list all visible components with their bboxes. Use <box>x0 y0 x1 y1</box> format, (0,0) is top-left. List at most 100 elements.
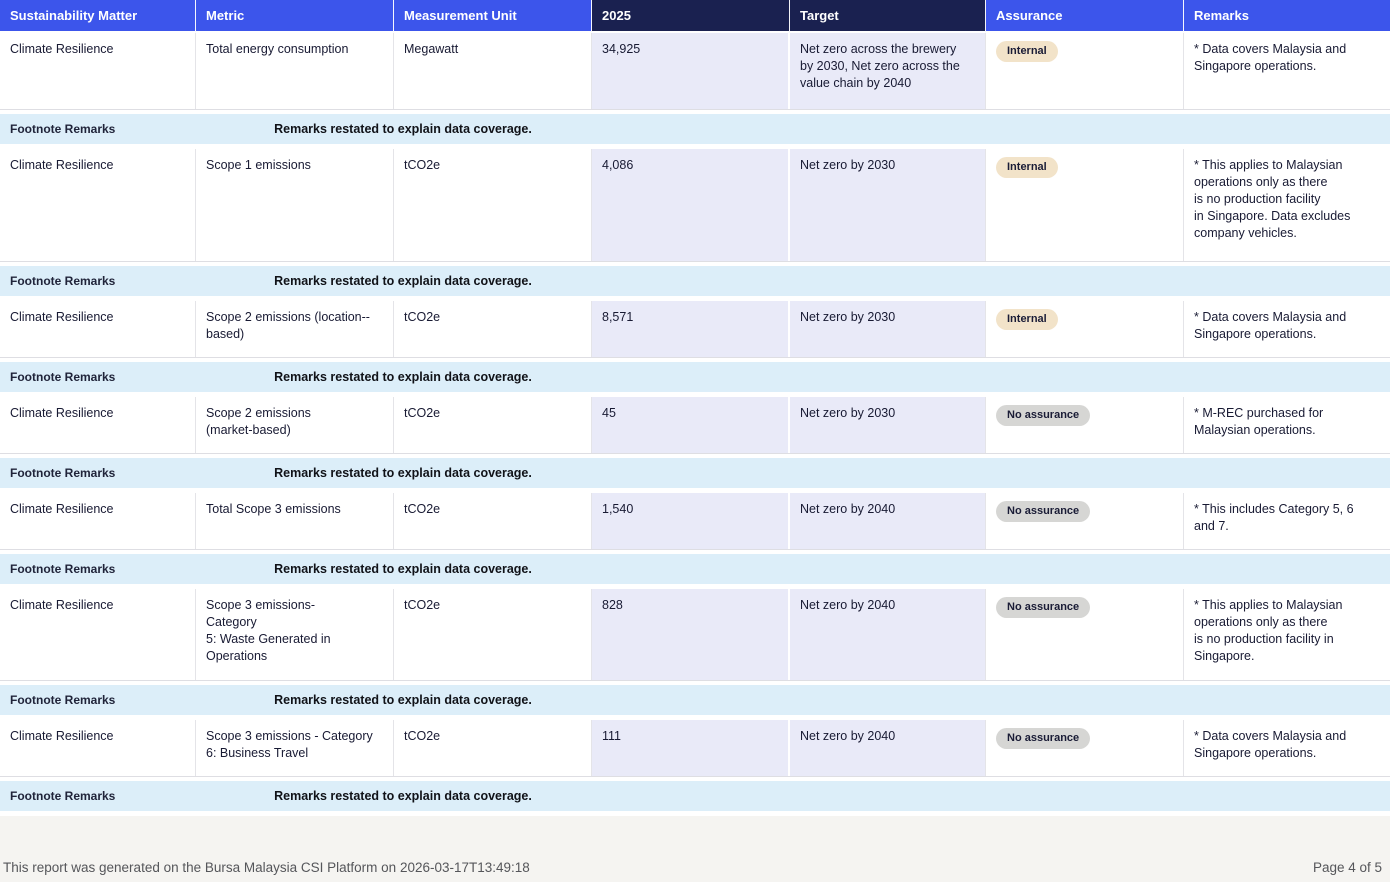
table-row: Climate Resilience Scope 3 emissions- Ca… <box>0 589 1390 681</box>
cell-measurement-unit: tCO2e <box>394 493 592 549</box>
table-row-group: Climate Resilience Scope 2 emissions (ma… <box>0 397 1390 488</box>
cell-metric: Scope 2 emissions (location-- based) <box>196 301 394 357</box>
cell-assurance: Internal <box>986 149 1184 261</box>
cell-2025-value: 8,571 <box>592 301 790 357</box>
footnote-row: Footnote Remarks Remarks restated to exp… <box>0 362 1390 392</box>
table-row-group: Climate Resilience Scope 3 emissions - C… <box>0 720 1390 811</box>
cell-sustainability-matter: Climate Resilience <box>0 589 196 680</box>
cell-remarks: * Data covers Malaysia and Singapore ope… <box>1194 729 1347 760</box>
cell-metric: Scope 1 emissions <box>196 149 394 261</box>
footnote-label: Footnote Remarks <box>10 562 116 576</box>
footnote-label: Footnote Remarks <box>10 122 116 136</box>
cell-metric: Scope 3 emissions - Category 6: Business… <box>196 720 394 776</box>
table-row-group: Climate Resilience Total Scope 3 emissio… <box>0 493 1390 584</box>
cell-2025-value: 111 <box>592 720 790 776</box>
header-remarks: Remarks <box>1184 0 1390 33</box>
cell-2025-value: 45 <box>592 397 790 453</box>
table-header: Sustainability Matter Metric Measurement… <box>0 0 1390 33</box>
cell-assurance: No assurance <box>986 589 1184 680</box>
cell-target: Net zero by 2040 <box>790 493 986 549</box>
footnote-row: Footnote Remarks Remarks restated to exp… <box>0 114 1390 144</box>
footnote-row: Footnote Remarks Remarks restated to exp… <box>0 685 1390 715</box>
footnote-label: Footnote Remarks <box>10 370 116 384</box>
footnote-text: Remarks restated to explain data coverag… <box>274 466 532 480</box>
page-number: Page 4 of 5 <box>1312 860 1382 875</box>
cell-remarks: * This includes Category 5, 6 and 7. <box>1194 502 1354 533</box>
header-measurement-unit: Measurement Unit <box>394 0 592 33</box>
header-target: Target <box>790 0 986 33</box>
cell-target: Net zero by 2040 <box>790 589 986 680</box>
cell-assurance: No assurance <box>986 720 1184 776</box>
cell-2025-value: 828 <box>592 589 790 680</box>
cell-measurement-unit: tCO2e <box>394 589 592 680</box>
assurance-badge: Internal <box>996 157 1058 178</box>
header-assurance: Assurance <box>986 0 1184 33</box>
footnote-text: Remarks restated to explain data coverag… <box>274 789 532 803</box>
cell-assurance: No assurance <box>986 397 1184 453</box>
cell-assurance: Internal <box>986 33 1184 109</box>
footnote-text: Remarks restated to explain data coverag… <box>274 562 532 576</box>
footnote-label: Footnote Remarks <box>10 274 116 288</box>
header-metric: Metric <box>196 0 394 33</box>
table-row-group: Climate Resilience Scope 2 emissions (lo… <box>0 301 1390 392</box>
assurance-badge: No assurance <box>996 597 1091 618</box>
assurance-badge: Internal <box>996 41 1058 62</box>
footnote-row: Footnote Remarks Remarks restated to exp… <box>0 266 1390 296</box>
generated-timestamp-text: This report was generated on the Bursa M… <box>3 860 530 875</box>
cell-remarks: * This applies to Malaysian operations o… <box>1194 158 1351 240</box>
cell-sustainability-matter: Climate Resilience <box>0 493 196 549</box>
footnote-text: Remarks restated to explain data coverag… <box>274 370 532 384</box>
table-row-group: Climate Resilience Scope 1 emissions tCO… <box>0 149 1390 296</box>
assurance-badge: No assurance <box>996 501 1091 522</box>
cell-metric: Total Scope 3 emissions <box>196 493 394 549</box>
cell-measurement-unit: Megawatt <box>394 33 592 109</box>
cell-sustainability-matter: Climate Resilience <box>0 149 196 261</box>
table-body: Climate Resilience Total energy consumpt… <box>0 33 1390 816</box>
cell-sustainability-matter: Climate Resilience <box>0 397 196 453</box>
cell-metric: Scope 2 emissions (market-based) <box>196 397 394 453</box>
footnote-row: Footnote Remarks Remarks restated to exp… <box>0 458 1390 488</box>
cell-metric: Scope 3 emissions- Category 5: Waste Gen… <box>196 589 394 680</box>
cell-remarks: * Data covers Malaysia and Singapore ope… <box>1194 310 1347 341</box>
table-row: Climate Resilience Scope 1 emissions tCO… <box>0 149 1390 262</box>
table-row: Climate Resilience Scope 2 emissions (ma… <box>0 397 1390 454</box>
footnote-row: Footnote Remarks Remarks restated to exp… <box>0 554 1390 584</box>
table-row: Climate Resilience Scope 2 emissions (lo… <box>0 301 1390 358</box>
header-sustainability-matter: Sustainability Matter <box>0 0 196 33</box>
cell-sustainability-matter: Climate Resilience <box>0 301 196 357</box>
cell-remarks: * Data covers Malaysia and Singapore ope… <box>1194 42 1347 73</box>
cell-sustainability-matter: Climate Resilience <box>0 33 196 109</box>
cell-measurement-unit: tCO2e <box>394 149 592 261</box>
cell-2025-value: 1,540 <box>592 493 790 549</box>
table-row: Climate Resilience Total Scope 3 emissio… <box>0 493 1390 550</box>
cell-metric: Total energy consumption <box>196 33 394 109</box>
cell-remarks: * This applies to Malaysian operations o… <box>1194 598 1343 663</box>
footnote-text: Remarks restated to explain data coverag… <box>274 274 532 288</box>
table-row: Climate Resilience Total energy consumpt… <box>0 33 1390 110</box>
cell-measurement-unit: tCO2e <box>394 397 592 453</box>
footnote-label: Footnote Remarks <box>10 789 116 803</box>
cell-measurement-unit: tCO2e <box>394 301 592 357</box>
cell-target: Net zero by 2040 <box>790 720 986 776</box>
cell-sustainability-matter: Climate Resilience <box>0 720 196 776</box>
footnote-label: Footnote Remarks <box>10 693 116 707</box>
assurance-badge: No assurance <box>996 405 1091 426</box>
cell-measurement-unit: tCO2e <box>394 720 592 776</box>
footnote-row: Footnote Remarks Remarks restated to exp… <box>0 781 1390 811</box>
cell-target: Net zero by 2030 <box>790 397 986 453</box>
footnote-text: Remarks restated to explain data coverag… <box>274 122 532 136</box>
cell-assurance: No assurance <box>986 493 1184 549</box>
footnote-label: Footnote Remarks <box>10 466 116 480</box>
cell-assurance: Internal <box>986 301 1184 357</box>
table-row-group: Climate Resilience Total energy consumpt… <box>0 33 1390 144</box>
assurance-badge: No assurance <box>996 728 1091 749</box>
cell-target: Net zero by 2030 <box>790 149 986 261</box>
page-footer: This report was generated on the Bursa M… <box>0 816 1390 882</box>
cell-target: Net zero by 2030 <box>790 301 986 357</box>
cell-2025-value: 34,925 <box>592 33 790 109</box>
cell-target: Net zero across the brewery by 2030, Net… <box>790 33 986 109</box>
cell-remarks: * M-REC purchased for Malaysian operatio… <box>1194 406 1324 437</box>
table-row: Climate Resilience Scope 3 emissions - C… <box>0 720 1390 777</box>
table-row-group: Climate Resilience Scope 3 emissions- Ca… <box>0 589 1390 715</box>
